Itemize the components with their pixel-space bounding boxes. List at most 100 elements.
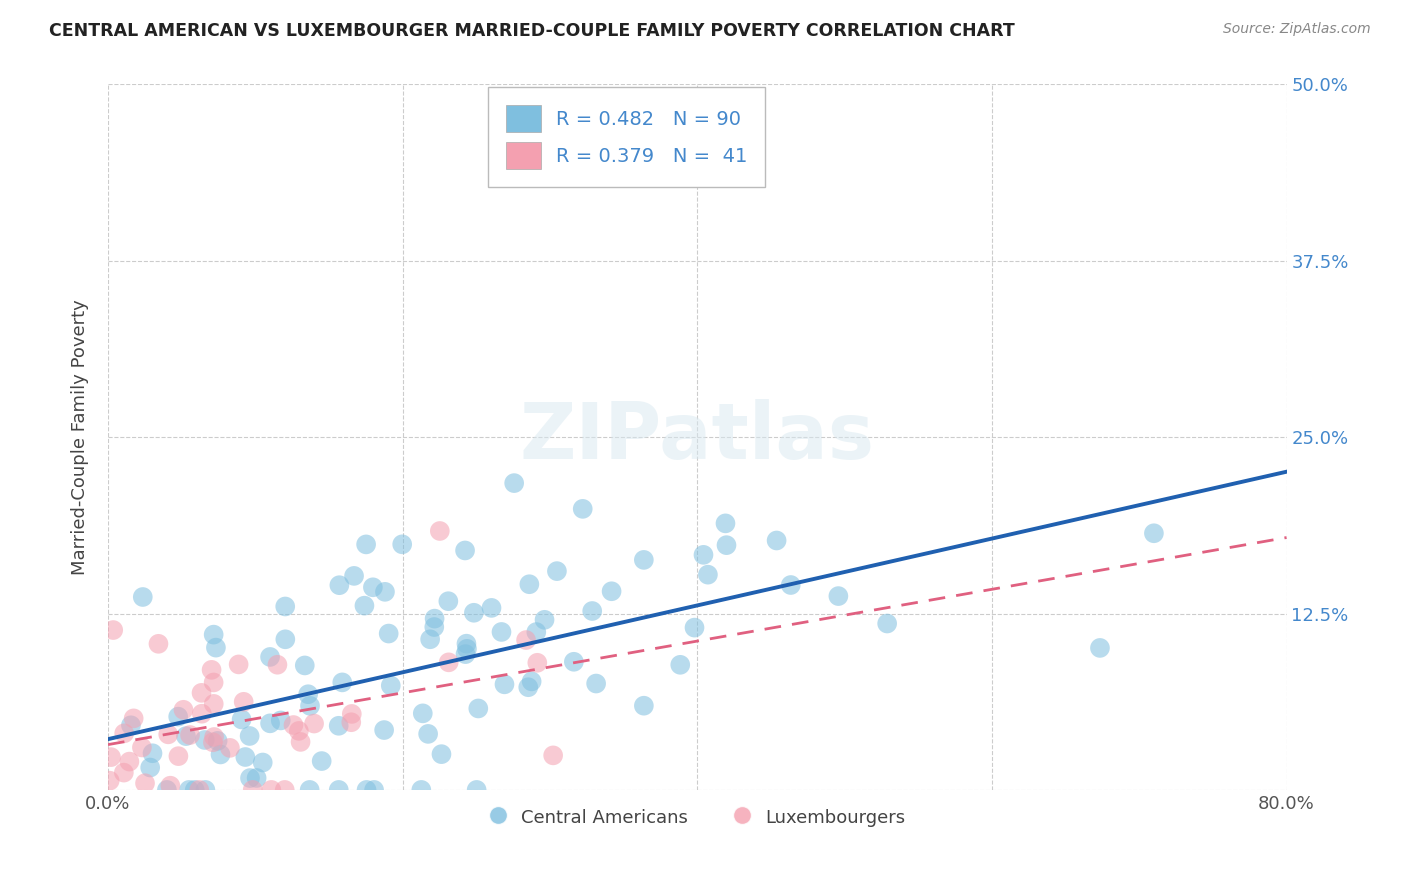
Point xyxy=(519,577,541,591)
Point xyxy=(209,747,232,762)
Point xyxy=(419,632,441,647)
Point xyxy=(363,783,385,797)
Point xyxy=(294,658,316,673)
Point xyxy=(517,680,540,694)
Point xyxy=(423,612,446,626)
Point xyxy=(159,779,181,793)
Point xyxy=(228,657,250,672)
Point xyxy=(231,713,253,727)
Text: ZIPatlas: ZIPatlas xyxy=(520,400,875,475)
Point xyxy=(515,633,537,648)
Point xyxy=(330,675,353,690)
Point xyxy=(328,578,350,592)
Point xyxy=(374,584,396,599)
Point xyxy=(239,771,262,785)
Point xyxy=(190,686,212,700)
Point xyxy=(494,677,516,691)
Point xyxy=(361,580,384,594)
Point xyxy=(98,773,121,788)
Point xyxy=(242,783,264,797)
Text: Source: ZipAtlas.com: Source: ZipAtlas.com xyxy=(1223,22,1371,37)
Point xyxy=(716,538,738,552)
Point xyxy=(380,679,402,693)
Point xyxy=(260,783,283,797)
Point xyxy=(259,649,281,664)
Point xyxy=(259,716,281,731)
Point xyxy=(112,765,135,780)
Point xyxy=(340,715,363,730)
Point xyxy=(683,621,706,635)
Point xyxy=(302,716,325,731)
Point xyxy=(274,632,297,647)
Point xyxy=(179,728,201,742)
Point xyxy=(411,783,433,797)
Point xyxy=(465,783,488,797)
Point xyxy=(524,625,547,640)
Point xyxy=(100,750,122,764)
Point xyxy=(139,760,162,774)
Point xyxy=(491,624,513,639)
Point xyxy=(270,714,292,728)
Point xyxy=(354,537,377,551)
Point xyxy=(600,584,623,599)
Point xyxy=(122,711,145,725)
Point xyxy=(481,600,503,615)
Point xyxy=(274,599,297,614)
Point xyxy=(191,706,214,721)
Point xyxy=(183,783,205,797)
Point xyxy=(437,656,460,670)
Point xyxy=(463,606,485,620)
Point xyxy=(765,533,787,548)
Point xyxy=(288,723,311,738)
Point xyxy=(232,695,254,709)
Point xyxy=(201,735,224,749)
Point xyxy=(156,783,179,797)
Point xyxy=(131,740,153,755)
Point xyxy=(456,641,478,656)
Point xyxy=(103,623,125,637)
Point xyxy=(520,674,543,689)
Point xyxy=(373,723,395,737)
Point xyxy=(714,516,737,531)
Point xyxy=(283,718,305,732)
Point xyxy=(202,697,225,711)
Point xyxy=(141,746,163,760)
Point xyxy=(876,616,898,631)
Point xyxy=(533,613,555,627)
Point xyxy=(188,783,211,797)
Point xyxy=(233,750,256,764)
Point xyxy=(252,756,274,770)
Point xyxy=(430,747,453,761)
Point xyxy=(207,734,229,748)
Point xyxy=(437,594,460,608)
Point xyxy=(120,718,142,732)
Point xyxy=(200,663,222,677)
Point xyxy=(429,524,451,538)
Point xyxy=(633,553,655,567)
Point xyxy=(202,627,225,641)
Point xyxy=(148,637,170,651)
Point xyxy=(692,548,714,562)
Point xyxy=(112,726,135,740)
Point xyxy=(562,655,585,669)
Point xyxy=(328,783,350,797)
Point xyxy=(377,626,399,640)
Point xyxy=(194,783,217,797)
Point xyxy=(297,687,319,701)
Point xyxy=(454,543,477,558)
Point xyxy=(205,640,228,655)
Point xyxy=(274,783,297,797)
Point xyxy=(219,740,242,755)
Point xyxy=(177,783,200,797)
Point xyxy=(391,537,413,551)
Point xyxy=(526,656,548,670)
Point xyxy=(412,706,434,721)
Point xyxy=(194,733,217,747)
Y-axis label: Married-Couple Family Poverty: Married-Couple Family Poverty xyxy=(72,300,89,575)
Point xyxy=(467,701,489,715)
Point xyxy=(581,604,603,618)
Point xyxy=(328,719,350,733)
Point xyxy=(172,703,194,717)
Point xyxy=(311,754,333,768)
Point xyxy=(353,599,375,613)
